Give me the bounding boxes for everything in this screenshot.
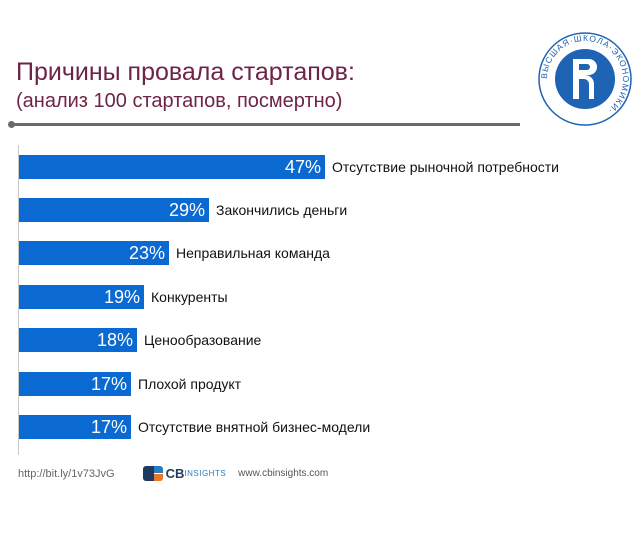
source-link[interactable]: http://bit.ly/1v73JvG — [18, 467, 115, 480]
chart-subtitle: (анализ 100 стартапов, посмертно) — [16, 90, 343, 112]
bar-label: Закончились деньги — [216, 202, 348, 218]
bar-row: 47% Отсутствие рыночной потребности — [19, 155, 559, 179]
cb-brand: CB — [165, 466, 185, 481]
bar-row: 19% Конкуренты — [19, 285, 228, 309]
bar-row: 29% Закончились деньги — [19, 198, 347, 222]
bar-label: Конкуренты — [151, 289, 228, 305]
bar-row: 18% Ценообразование — [19, 328, 261, 352]
cb-insights-icon — [142, 466, 163, 481]
divider-dot — [8, 121, 15, 128]
bar-label: Ценообразование — [144, 332, 262, 348]
bar: 19% — [19, 285, 144, 309]
source-footer: http://bit.ly/1v73JvG CB INSIGHTS www.cb… — [18, 466, 328, 481]
bar-label: Неправильная команда — [176, 245, 330, 261]
y-axis-line — [18, 145, 19, 455]
bar: 47% — [19, 155, 325, 179]
chart-title: Причины провала стартапов: — [16, 58, 355, 86]
source-site[interactable]: www.cbinsights.com — [238, 468, 329, 479]
title-divider — [10, 123, 520, 126]
bar-label: Отсутствие внятной бизнес-модели — [138, 419, 371, 435]
bar-row: 17% Отсутствие внятной бизнес-модели — [19, 415, 370, 439]
bar: 17% — [19, 372, 131, 396]
cb-insights-logo: CB INSIGHTS — [142, 466, 227, 481]
bar: 23% — [19, 241, 169, 265]
bar: 17% — [19, 415, 131, 439]
bar: 29% — [19, 198, 209, 222]
bar-row: 23% Неправильная команда — [19, 241, 330, 265]
cb-brand-sub: INSIGHTS — [184, 469, 227, 478]
bar-row: 17% Плохой продукт — [19, 372, 241, 396]
bar-label: Плохой продукт — [138, 376, 242, 392]
hse-logo-icon: ВЫСШАЯ·ШКОЛА·ЭКОНОМИКИ· — [538, 32, 632, 126]
bar-label: Отсутствие рыночной потребности — [332, 159, 559, 175]
bar: 18% — [19, 328, 137, 352]
